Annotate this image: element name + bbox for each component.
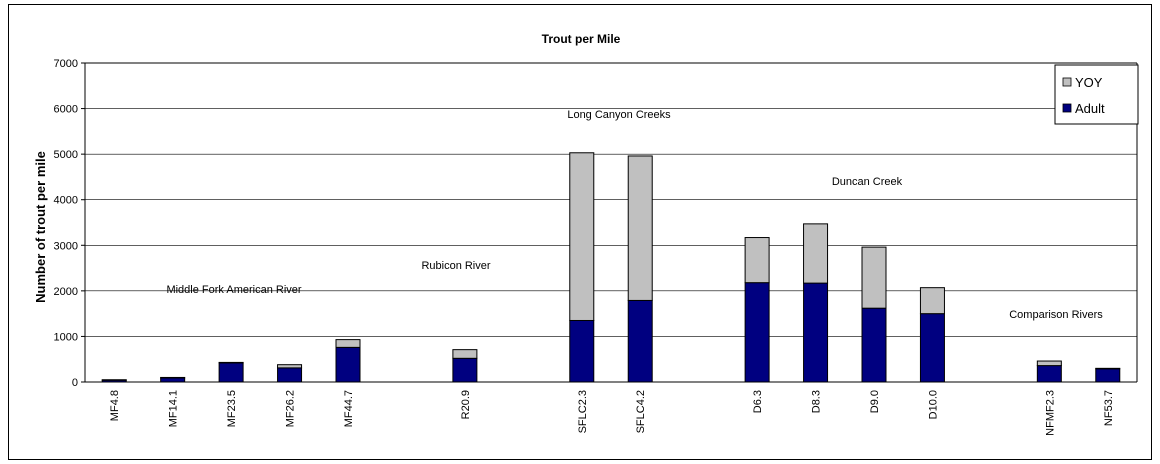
annotation-long-canyon-creeks: Long Canyon Creeks — [567, 109, 671, 121]
bar-adult-mf44.7 — [335, 346, 361, 383]
bar-yoy-sflc2.3 — [569, 152, 595, 321]
x-tick-label: D10.0 — [927, 390, 939, 419]
x-tick-label: MF26.2 — [285, 390, 297, 427]
annotation-rubicon-river: Rubicon River — [421, 260, 490, 272]
bar-yoy-d6.3 — [744, 237, 770, 284]
bar-yoy-d8.3 — [803, 223, 829, 284]
x-tick-label: MF4.8 — [109, 390, 121, 421]
bar-yoy-mf23.5 — [218, 361, 244, 364]
plot-area — [85, 63, 1137, 382]
bar-adult-nf53.7 — [1095, 368, 1121, 383]
legend-label-adult: Adult — [1075, 101, 1105, 116]
bar-yoy-d10.0 — [919, 287, 945, 315]
chart-title: Trout per Mile — [542, 32, 621, 46]
legend-swatch-adult — [1062, 103, 1072, 113]
bar-adult-d10.0 — [919, 313, 945, 383]
x-tick-labels: MF4.8 MF14.1 MF23.5 MF26.2 MF44.7 R20.9 SFLC2.… — [109, 390, 1115, 436]
bar-adult-mf23.5 — [218, 362, 244, 383]
bar-yoy-nfmf2.3 — [1036, 360, 1062, 367]
x-tick-label: NFMF2.3 — [1044, 390, 1056, 436]
bar-yoy-d9.0 — [861, 246, 887, 309]
legend-box — [1054, 64, 1139, 125]
annotation-duncan-creek: Duncan Creek — [832, 176, 903, 188]
bar-adult-mf26.2 — [277, 367, 303, 383]
annotation-middle-fork-american-river: Middle Fork American River — [166, 284, 301, 296]
y-tick-label: 3000 — [54, 240, 78, 252]
bar-adult-mf14.1 — [160, 377, 186, 383]
x-tick-label: SFLC4.2 — [635, 390, 647, 433]
y-tick-label: 0 — [72, 377, 78, 389]
x-tick-label: MF14.1 — [168, 390, 180, 427]
x-tick-label: D6.3 — [752, 390, 764, 413]
y-axis-label: Number of trout per mile — [33, 151, 48, 303]
x-tick-label: R20.9 — [460, 390, 472, 419]
bar-adult-d6.3 — [744, 282, 770, 383]
x-tick-label: NF53.7 — [1103, 390, 1115, 426]
bar-yoy-mf44.7 — [335, 339, 361, 348]
x-tick-label: MF23.5 — [226, 390, 238, 427]
y-tick-labels: 0 1000 2000 3000 4000 5000 6000 7000 — [54, 58, 78, 389]
bar-adult-nfmf2.3 — [1036, 365, 1062, 383]
y-tick-label: 2000 — [54, 286, 78, 298]
y-tick-label: 6000 — [54, 104, 78, 116]
bar-adult-d9.0 — [861, 307, 887, 383]
bar-adult-d8.3 — [803, 282, 829, 383]
bar-adult-sflc2.3 — [569, 319, 595, 383]
x-tick-label: MF44.7 — [343, 390, 355, 427]
bar-yoy-mf14.1 — [160, 376, 186, 379]
legend: YOY Adult — [1054, 64, 1139, 125]
x-tick-label: D9.0 — [869, 390, 881, 413]
bar-yoy-nf53.7 — [1095, 367, 1121, 370]
bar-adult-sflc4.2 — [627, 299, 653, 383]
trout-per-mile-chart: 0 1000 2000 3000 4000 5000 6000 7000 MF4.8 MF14.… — [33, 32, 1139, 436]
bar-yoy-sflc4.2 — [627, 155, 653, 301]
y-tick-label: 5000 — [54, 149, 78, 161]
legend-label-yoy: YOY — [1075, 75, 1103, 90]
bar-yoy-mf26.2 — [277, 364, 303, 369]
annotation-comparison-rivers: Comparison Rivers — [1009, 309, 1103, 321]
x-tick-label: D8.3 — [811, 390, 823, 413]
y-tick-label: 1000 — [54, 331, 78, 343]
bar-adult-r20.9 — [452, 357, 478, 383]
chart-frame: 0 1000 2000 3000 4000 5000 6000 7000 MF4.8 MF14.… — [8, 4, 1152, 460]
bar-yoy-r20.9 — [452, 349, 478, 359]
bar-yoy-mf4.8 — [101, 379, 127, 381]
annotations: Middle Fork American River Rubicon River L… — [166, 109, 1103, 321]
x-tick-label: SFLC2.3 — [577, 390, 589, 433]
y-tick-label: 4000 — [54, 195, 78, 207]
legend-swatch-yoy — [1062, 77, 1072, 87]
y-tick-label: 7000 — [54, 58, 78, 70]
